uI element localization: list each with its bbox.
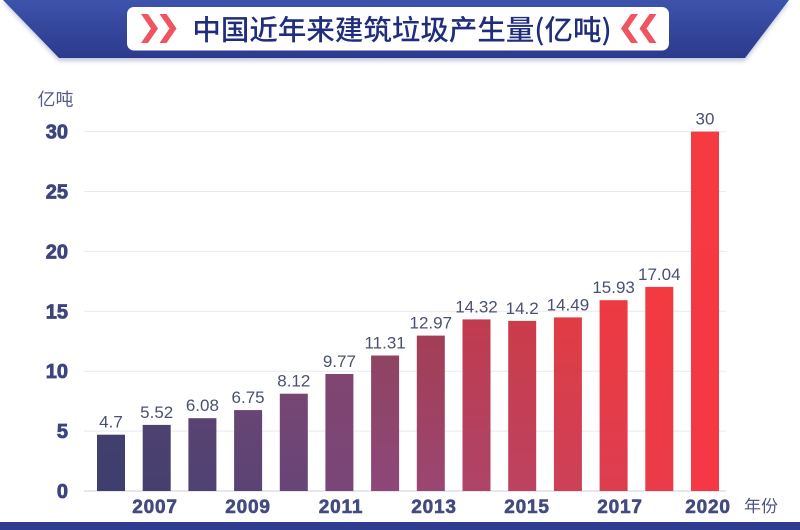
svg-text:2011: 2011: [319, 497, 363, 518]
svg-text:10: 10: [46, 361, 68, 383]
svg-text:2017: 2017: [597, 497, 642, 518]
svg-text:20: 20: [46, 241, 68, 263]
svg-text:2013: 2013: [411, 497, 456, 518]
svg-text:25: 25: [46, 182, 68, 204]
svg-text:15: 15: [46, 301, 68, 323]
svg-text:9.77: 9.77: [323, 352, 356, 371]
svg-text:30: 30: [46, 122, 68, 144]
svg-text:2007: 2007: [132, 497, 177, 518]
svg-text:14.2: 14.2: [506, 299, 539, 318]
svg-text:30: 30: [696, 110, 715, 129]
svg-text:4.7: 4.7: [99, 413, 123, 432]
svg-text:6.08: 6.08: [186, 396, 219, 415]
svg-text:15.93: 15.93: [592, 278, 635, 297]
svg-text:11.31: 11.31: [364, 334, 405, 353]
svg-text:2015: 2015: [504, 497, 549, 518]
svg-text:14.49: 14.49: [547, 295, 590, 314]
svg-text:8.12: 8.12: [277, 372, 310, 391]
svg-text:2020: 2020: [685, 497, 730, 518]
svg-text:5.52: 5.52: [140, 403, 173, 422]
svg-text:0: 0: [57, 481, 68, 503]
svg-text:14.32: 14.32: [455, 297, 498, 316]
svg-text:6.75: 6.75: [232, 388, 265, 407]
svg-text:12.97: 12.97: [410, 314, 453, 333]
svg-text:17.04: 17.04: [638, 265, 681, 284]
svg-text:5: 5: [57, 421, 68, 443]
svg-text:2009: 2009: [225, 497, 270, 518]
